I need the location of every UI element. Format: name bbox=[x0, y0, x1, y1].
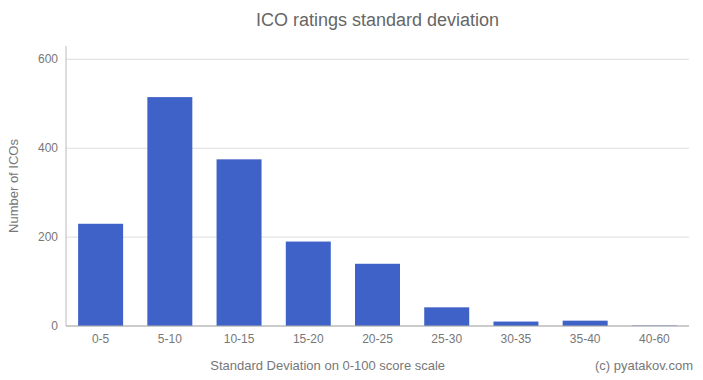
x-axis-label: Standard Deviation on 0-100 score scale bbox=[210, 358, 445, 373]
bar bbox=[286, 242, 331, 326]
grid-line bbox=[66, 59, 689, 60]
x-tick-label: 35-40 bbox=[570, 332, 601, 346]
bar bbox=[424, 307, 469, 326]
copyright: (c) pyatakov.com bbox=[595, 358, 693, 373]
bar bbox=[147, 97, 192, 326]
chart-container: 0 200 400 600 0-5 5-10 10-15 15-20 20-25 25-30 30-… bbox=[0, 0, 703, 380]
x-tick-label: 5-10 bbox=[158, 332, 182, 346]
y-axis-line bbox=[66, 46, 67, 326]
x-tick-label: 25-30 bbox=[431, 332, 462, 346]
x-tick-label: 40-60 bbox=[639, 332, 670, 346]
x-tick-label: 15-20 bbox=[293, 332, 324, 346]
bar bbox=[563, 321, 608, 326]
bar bbox=[493, 322, 538, 326]
y-axis-label: Number of ICOs bbox=[6, 139, 21, 233]
bars bbox=[78, 97, 677, 326]
chart-svg: 0 200 400 600 0-5 5-10 10-15 15-20 20-25 25-30 30-… bbox=[0, 0, 703, 380]
bar bbox=[78, 224, 123, 326]
y-tick-label: 200 bbox=[38, 230, 58, 244]
bar bbox=[217, 159, 262, 326]
grid-line bbox=[66, 326, 689, 327]
y-tick-label: 400 bbox=[38, 141, 58, 155]
y-grid: 0 200 400 600 bbox=[38, 52, 689, 333]
y-tick-label: 0 bbox=[51, 319, 58, 333]
x-tick-label: 30-35 bbox=[501, 332, 532, 346]
x-ticks: 0-5 5-10 10-15 15-20 20-25 25-30 30-35 35-40 40-… bbox=[92, 332, 670, 346]
x-tick-label: 10-15 bbox=[224, 332, 255, 346]
y-tick-label: 600 bbox=[38, 52, 58, 66]
x-tick-label: 0-5 bbox=[92, 332, 110, 346]
x-axis-line bbox=[66, 326, 689, 327]
x-tick-label: 20-25 bbox=[362, 332, 393, 346]
chart-title: ICO ratings standard deviation bbox=[256, 10, 499, 30]
bar bbox=[355, 264, 400, 326]
